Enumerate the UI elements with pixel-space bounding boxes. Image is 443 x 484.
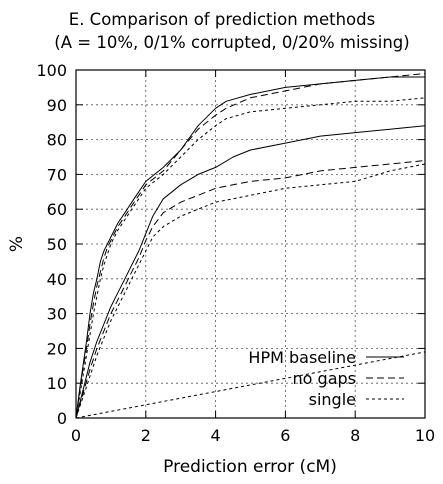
- y-tick-label: 20: [47, 339, 67, 358]
- chart-title: E. Comparison of prediction methods: [69, 10, 375, 29]
- y-tick-label: 70: [47, 165, 67, 184]
- series-line-single: [75, 163, 426, 419]
- y-tick-label: 40: [47, 270, 67, 289]
- x-tick-label: 0: [71, 426, 81, 445]
- x-tick-label: 6: [280, 426, 290, 445]
- series-line-single: [75, 97, 426, 419]
- x-tick-label: 4: [211, 426, 221, 445]
- x-tick-label: 8: [350, 426, 360, 445]
- legend-label: no gaps: [293, 369, 356, 388]
- chart-subtitle: (A = 10%, 0/1% corrupted, 0/20% missing): [54, 33, 409, 52]
- y-axis-label: %: [7, 236, 27, 252]
- y-tick-label: 90: [47, 96, 67, 115]
- x-tick-label: 2: [141, 426, 151, 445]
- y-tick-label: 50: [47, 235, 67, 254]
- x-axis-label: Prediction error (cM): [163, 457, 337, 477]
- series-line-no-gaps: [75, 73, 426, 419]
- x-tick-label: 10: [415, 426, 435, 445]
- legend: HPM baseline no gaps single: [248, 348, 404, 409]
- y-tick-label: 0: [57, 409, 67, 428]
- y-tick-label: 30: [47, 305, 67, 324]
- legend-label: single: [309, 390, 356, 409]
- y-tick-label: 80: [47, 131, 67, 150]
- series-line-hpm-baseline: [75, 125, 426, 419]
- series-line-hpm-baseline: [75, 76, 425, 419]
- y-tick-label: 10: [47, 374, 67, 393]
- y-tick-label: 100: [36, 61, 67, 80]
- legend-label: HPM baseline: [248, 348, 356, 367]
- series-line-reference: [75, 351, 426, 419]
- series-lines: [75, 73, 426, 419]
- grid: [76, 70, 425, 418]
- y-tick-label: 60: [47, 200, 67, 219]
- series-line-no-gaps: [75, 160, 426, 419]
